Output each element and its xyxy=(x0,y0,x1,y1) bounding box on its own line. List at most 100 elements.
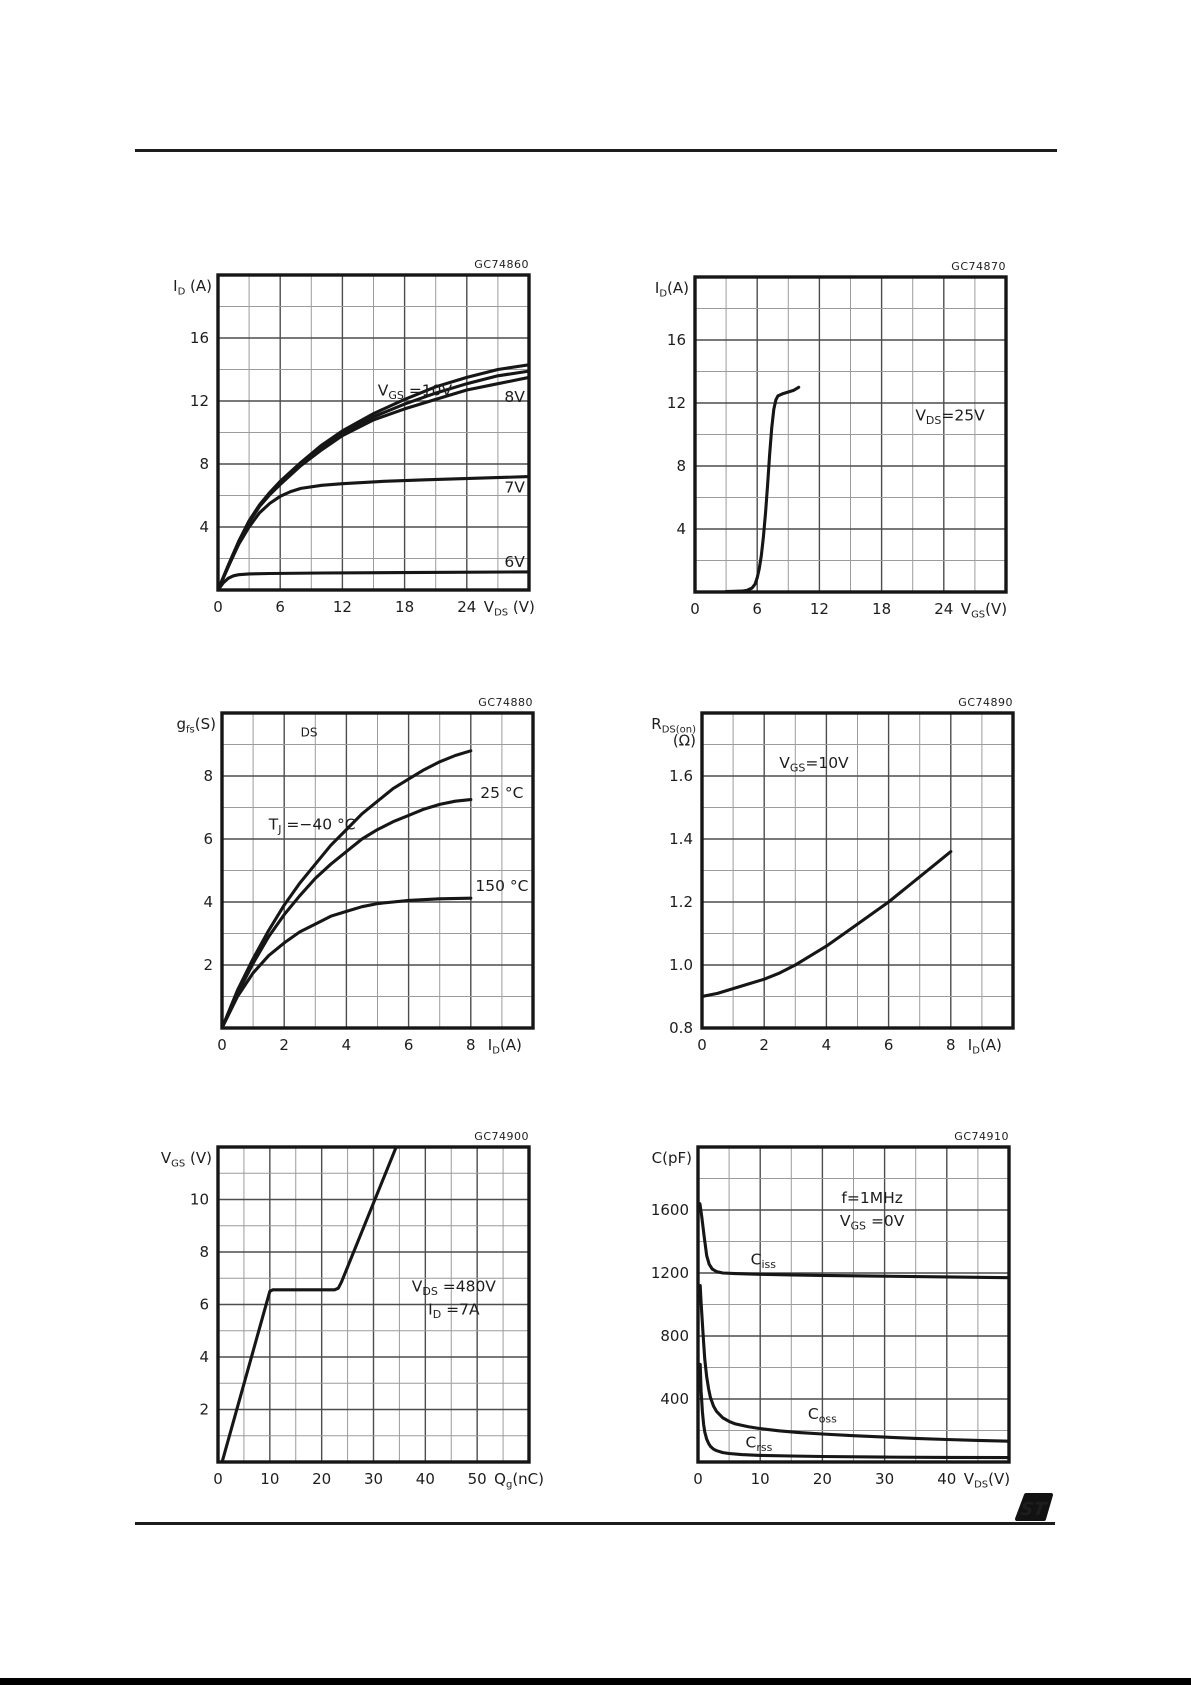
y-axis-label: ID (A) xyxy=(173,277,212,298)
y-tick-label: 8 xyxy=(199,1243,209,1261)
chart-transfer-characteristics: VDS=25V 0 6 12 18 24 VGS(V) 4 8 12 16 ID(A) GC74870 xyxy=(597,232,1067,664)
y-axis-label: gfs(S) xyxy=(177,715,217,736)
curves xyxy=(222,749,473,1028)
y-tick-label: 8 xyxy=(676,457,686,475)
y-tick-label: 4 xyxy=(199,1348,209,1366)
annotation: 7V xyxy=(504,478,525,496)
x-tick-label: 40 xyxy=(937,1470,956,1488)
series-crss xyxy=(698,1362,1009,1460)
x-tick-label: 20 xyxy=(312,1470,331,1488)
y-tick-label: 4 xyxy=(199,518,209,536)
x-tick-label: 10 xyxy=(751,1470,770,1488)
grid xyxy=(218,275,529,590)
x-tick-label: 50 xyxy=(468,1470,487,1488)
plot-frame xyxy=(216,1145,531,1464)
y-tick-label: 1.0 xyxy=(669,956,693,974)
y-tick-label: 2 xyxy=(199,1401,209,1419)
annotation: TJ =−40 °C xyxy=(268,816,356,837)
annotation: ID =7A xyxy=(428,1300,480,1321)
plot-frame xyxy=(696,1145,1011,1464)
series-tj-25c xyxy=(222,798,473,1028)
chart-code: GC74870 xyxy=(951,260,1006,273)
x-axis-unit: Qg(nC) xyxy=(494,1470,544,1491)
bottom-edge-bar xyxy=(0,1678,1191,1685)
annotation: Crss xyxy=(746,1434,773,1455)
chart-capacitance: f=1MHz VGS =0V Ciss Coss Crss 0 10 20 30 40 VDS(V)… xyxy=(600,1102,1070,1534)
y-tick-label: 4 xyxy=(676,520,686,538)
series-tj-minus-40c xyxy=(222,749,473,1028)
st-logo-svg: ST xyxy=(1015,1493,1053,1521)
annotation: 8V xyxy=(504,388,525,406)
y-tick-label: 6 xyxy=(199,1296,209,1314)
y-tick-label: 8 xyxy=(203,767,213,785)
curves xyxy=(702,850,953,999)
y-tick-label: 1600 xyxy=(651,1201,689,1219)
y-tick-label: 1.6 xyxy=(669,767,693,785)
x-tick-label: 6 xyxy=(752,600,762,618)
x-tick-label: 0 xyxy=(693,1470,703,1488)
annotation: DS xyxy=(301,726,318,740)
x-tick-label: 30 xyxy=(364,1470,383,1488)
series-rdson xyxy=(702,850,953,999)
x-tick-label: 4 xyxy=(822,1036,832,1054)
y-tick-label: 8 xyxy=(199,455,209,473)
x-tick-label: 6 xyxy=(404,1036,414,1054)
annotation: VDS=25V xyxy=(915,406,985,427)
x-tick-label: 2 xyxy=(279,1036,289,1054)
y-tick-label: 800 xyxy=(660,1327,689,1345)
x-axis-unit: VDS (V) xyxy=(484,598,535,619)
series-ciss xyxy=(698,1202,1009,1280)
curves xyxy=(724,385,801,592)
x-axis-unit: VDS(V) xyxy=(964,1470,1010,1491)
y-tick-label: 1.4 xyxy=(669,830,693,848)
y-tick-label: 1.2 xyxy=(669,893,693,911)
chart-canvas-GC74860: VGS =10V 8V 7V 6V 0 6 12 18 24 VDS (V) 4 8 12 16 ID (A… xyxy=(173,258,535,619)
y-tick-label: 400 xyxy=(660,1390,689,1408)
annotation: VGS =0V xyxy=(840,1212,905,1233)
curves xyxy=(698,1202,1009,1460)
x-tick-label: 10 xyxy=(260,1470,279,1488)
st-logo-text: ST xyxy=(1019,1499,1049,1520)
x-tick-label: 20 xyxy=(813,1470,832,1488)
header-rule xyxy=(135,149,1057,152)
x-tick-label: 6 xyxy=(884,1036,894,1054)
y-tick-label: 6 xyxy=(203,830,213,848)
x-axis-unit: ID(A) xyxy=(488,1036,522,1057)
chart-rdson-vs-id: VGS=10V 0 2 4 6 8 ID(A) 0.8 1.0 1.2 1.4 1.6 RDS(on)(… xyxy=(604,668,1074,1100)
grid xyxy=(222,713,533,1028)
series-vgs-8v xyxy=(218,375,529,590)
x-tick-label: 12 xyxy=(333,598,352,616)
series-coss xyxy=(698,1284,1009,1443)
x-tick-label: 24 xyxy=(934,600,953,618)
chart-code: GC74910 xyxy=(954,1130,1009,1143)
chart-code: GC74860 xyxy=(474,258,529,271)
chart-output-characteristics: VGS =10V 8V 7V 6V 0 6 12 18 24 VDS (V) 4 8 12 16 ID (A… xyxy=(120,230,590,662)
x-tick-label: 24 xyxy=(457,598,476,616)
y-axis-label: RDS(on) xyxy=(651,715,696,736)
y-axis-label: ID(A) xyxy=(655,279,689,300)
y-tick-label: 10 xyxy=(190,1191,209,1209)
grid xyxy=(218,1147,529,1462)
footer-rule xyxy=(135,1522,1055,1525)
y-tick-label: 2 xyxy=(203,956,213,974)
x-tick-label: 0 xyxy=(213,1470,223,1488)
y-tick-label: 12 xyxy=(190,392,209,410)
x-tick-label: 30 xyxy=(875,1470,894,1488)
y-tick-label: 1200 xyxy=(651,1264,689,1282)
chart-canvas-GC74910: f=1MHz VGS =0V Ciss Coss Crss 0 10 20 30 40 VDS(V)… xyxy=(651,1130,1011,1491)
x-tick-label: 18 xyxy=(872,600,891,618)
y-tick-label: 16 xyxy=(190,329,209,347)
annotation: Coss xyxy=(808,1405,837,1426)
plot-frame xyxy=(216,273,531,592)
grid xyxy=(702,713,1013,1028)
x-tick-label: 12 xyxy=(810,600,829,618)
chart-transconductance: DS TJ =−40 °C 25 °C 150 °C 0 2 4 6 8 ID(A) 2 4 6 8 gfs… xyxy=(124,668,594,1100)
series-gate-charge xyxy=(220,1147,398,1462)
st-logo-icon: ST xyxy=(1014,1492,1054,1522)
chart-canvas-GC74880: DS TJ =−40 °C 25 °C 150 °C 0 2 4 6 8 ID(A) 2 4 6 8 gfs… xyxy=(177,696,535,1057)
x-axis-unit: ID(A) xyxy=(968,1036,1002,1057)
x-tick-label: 0 xyxy=(217,1036,227,1054)
annotation: f=1MHz xyxy=(841,1189,902,1207)
st-logo-shape xyxy=(1015,1493,1053,1521)
x-tick-label: 0 xyxy=(213,598,223,616)
